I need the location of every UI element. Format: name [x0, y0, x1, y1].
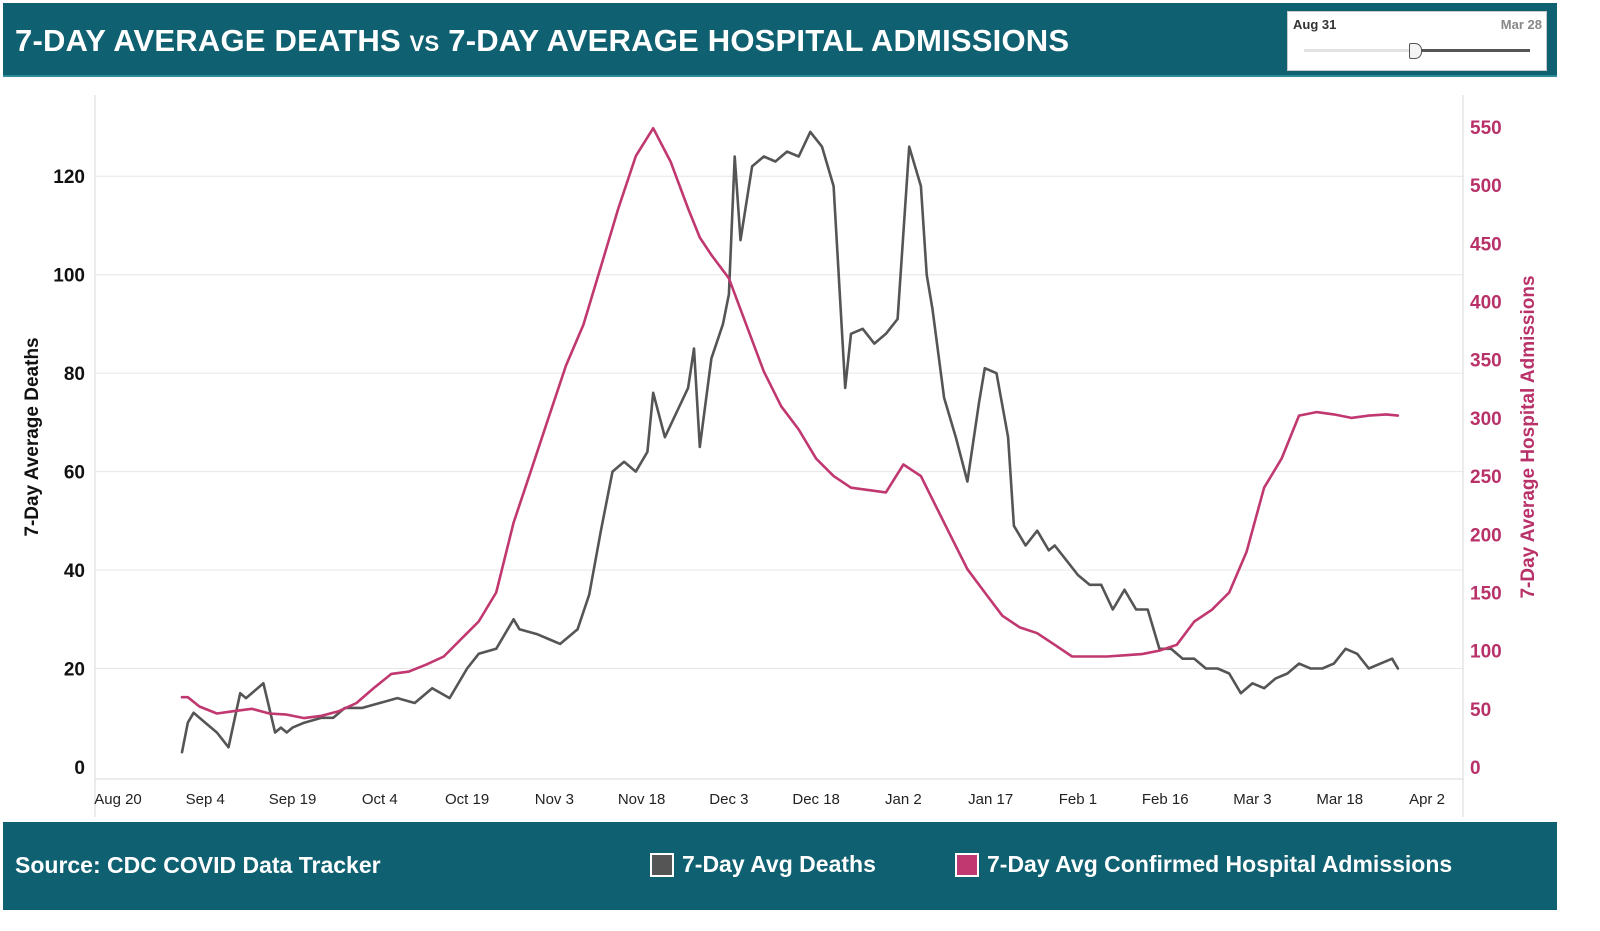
slider-start-label: Aug 31 — [1293, 17, 1337, 32]
y-right-tick-label: 250 — [1470, 467, 1502, 488]
y-axis-left-title: 7-Day Average Deaths — [22, 337, 43, 536]
y-left-tick-label: 100 — [53, 266, 85, 287]
title-deaths: 7-DAY AVERAGE DEATHS — [15, 23, 401, 58]
x-tick-label: Oct 19 — [445, 791, 489, 808]
x-tick-label: Dec 3 — [709, 791, 748, 808]
y-left-tick-label: 0 — [74, 758, 85, 779]
x-tick-label: Sep 4 — [186, 791, 225, 808]
series-line-deaths — [180, 130, 1400, 754]
date-range-slider[interactable]: Aug 31 Mar 28 — [1287, 11, 1547, 71]
x-tick-label: Feb 16 — [1142, 791, 1189, 808]
y-left-tick-label: 40 — [64, 561, 85, 582]
chart-title: 7-DAY AVERAGE DEATHS VS 7-DAY AVERAGE HO… — [15, 23, 1069, 59]
y-right-tick-label: 500 — [1470, 176, 1502, 197]
legend-swatch-deaths — [650, 853, 674, 877]
chart-header: 7-DAY AVERAGE DEATHS VS 7-DAY AVERAGE HO… — [3, 3, 1557, 77]
x-tick-label: Mar 18 — [1316, 791, 1363, 808]
y-right-tick-label: 0 — [1470, 758, 1481, 779]
slider-handle[interactable] — [1409, 43, 1422, 59]
y-left-tick-label: 60 — [64, 463, 85, 484]
legend-swatch-admissions — [955, 853, 979, 877]
series-line-admissions — [180, 126, 1400, 720]
y-right-tick-label: 400 — [1470, 293, 1502, 314]
x-tick-label: Nov 18 — [618, 791, 666, 808]
chart-area: 0 20 40 60 80 100 120 0 50 100 150 200 250 300 350 400 4… — [0, 77, 1560, 819]
x-tick-label: Dec 18 — [792, 791, 840, 808]
legend-label-deaths: 7-Day Avg Deaths — [682, 851, 876, 877]
y-left-tick-label: 80 — [64, 364, 85, 385]
y-right-tick-label: 350 — [1470, 351, 1502, 372]
x-tick-label: Nov 3 — [535, 791, 574, 808]
y-axis-right-title: 7-Day Average Hospital Admissions — [1518, 275, 1539, 598]
y-right-tick-label: 150 — [1470, 583, 1502, 604]
x-tick-label: Aug 20 — [94, 791, 142, 808]
title-vs: VS — [409, 31, 440, 56]
y-right-tick-label: 550 — [1470, 118, 1502, 139]
x-tick-label: Jan 17 — [968, 791, 1013, 808]
y-left-tick-label: 120 — [53, 167, 85, 188]
y-left-tick-label: 20 — [64, 660, 85, 681]
y-right-tick-label: 450 — [1470, 234, 1502, 255]
source-note: Source: CDC COVID Data Tracker — [15, 852, 381, 878]
x-tick-label: Oct 4 — [362, 791, 398, 808]
title-admissions: 7-DAY AVERAGE HOSPITAL ADMISSIONS — [448, 23, 1070, 58]
legend-item-admissions: 7-Day Avg Confirmed Hospital Admissions — [955, 851, 1452, 878]
chart-footer: Source: CDC COVID Data Tracker 7-Day Avg… — [3, 822, 1557, 910]
x-tick-label: Jan 2 — [885, 791, 922, 808]
legend-label-admissions: 7-Day Avg Confirmed Hospital Admissions — [987, 851, 1453, 877]
slider-end-label: Mar 28 — [1500, 17, 1542, 32]
legend-item-deaths: 7-Day Avg Deaths — [650, 851, 876, 878]
x-tick-label: Sep 19 — [269, 791, 317, 808]
y-right-tick-label: 200 — [1470, 525, 1502, 546]
x-tick-label: Mar 3 — [1233, 791, 1271, 808]
y-right-tick-label: 100 — [1470, 642, 1502, 663]
x-tick-label: Feb 1 — [1059, 791, 1097, 808]
y-right-tick-label: 300 — [1470, 409, 1502, 430]
slider-selected-range — [1414, 49, 1530, 52]
y-right-tick-label: 50 — [1470, 700, 1491, 721]
line-chart: 0 20 40 60 80 100 120 0 50 100 150 200 250 300 350 400 4… — [22, 95, 1539, 817]
x-tick-label: Apr 2 — [1409, 791, 1445, 808]
